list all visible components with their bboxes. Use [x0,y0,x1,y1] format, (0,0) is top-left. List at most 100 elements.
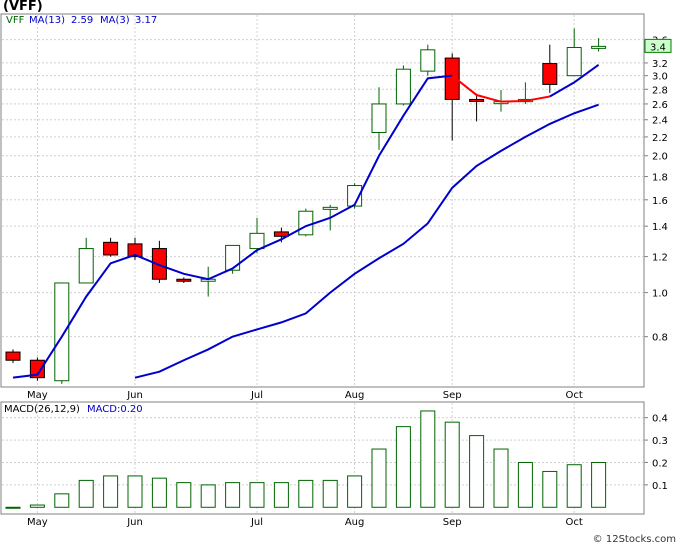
candle [542,44,558,93]
macd-bar [273,482,289,508]
macd-panel-frame [0,401,645,515]
candles [5,28,607,384]
macd-bar [322,479,338,508]
candle [591,38,607,52]
candle-body [176,278,192,282]
macd-x-axis: May Jun Jul Aug Sep Oct [27,517,583,528]
candle [566,28,582,77]
price-y-tick-label: 1.4 [652,222,668,233]
last-price-box [644,38,672,53]
candle [151,240,167,283]
price-y-tick-label: 2.2 [652,133,668,144]
candle-body [591,45,607,49]
macd-x-tick-label: Oct [566,517,583,528]
price-y-tick-label: 1.6 [652,196,668,207]
macd-x-tick-label: Sep [443,517,462,528]
price-y-tick-label: 2.6 [652,100,668,111]
price-x-axis: May Jun Jul Aug Sep Oct [27,390,583,401]
macd-bar [151,477,167,508]
ma3-recent-segment [451,74,550,103]
price-y-tick-label: 2.0 [652,152,668,163]
price-y-tick-label: 2.4 [652,116,668,127]
candle [420,44,436,76]
macd-bar [78,479,94,508]
candle-body [420,49,436,72]
macd-bar [371,448,387,508]
candle-body [395,68,411,105]
candle [127,237,143,260]
last-price-marker: 3.4 [644,38,672,53]
price-x-tick-label: Aug [345,390,365,401]
candle-body [371,103,387,133]
macd-bar [395,426,411,508]
price-y-tick-label: 3.2 [652,59,668,70]
macd-bar [200,484,216,508]
price-x-tick-label: Oct [566,390,583,401]
candle [54,282,70,384]
candle-body [322,206,338,210]
candle-body [469,98,485,102]
candle [5,349,21,364]
candle-body [542,63,558,85]
price-x-tick-label: Jul [250,390,263,401]
candle-body [298,210,314,236]
macd-y-axis: 0.1 0.2 0.3 0.4 [644,414,668,492]
candle [469,93,485,122]
candle-body [249,232,265,250]
candle-body [273,231,289,237]
macd-bar [347,475,363,508]
macd-bar [5,506,21,509]
candle [29,357,45,381]
macd-bar [103,475,119,508]
legend-ma3-value: 3.17 [135,15,157,26]
candle-body [225,244,241,271]
price-x-tick-label: May [27,390,48,401]
ma3-series-line-latest [549,63,600,98]
macd-x-tick-label: Aug [345,517,365,528]
macd-y-tick-label: 0.4 [652,414,668,425]
price-legend: VFF MA(13) 2.59 MA(3) 3.17 [6,15,157,26]
macd-bar [420,410,436,508]
ma3-series-line [12,74,453,379]
candle-body [151,248,167,280]
macd-legend-label: MACD(26,12,9) [4,404,80,415]
price-y-tick-label: 1.2 [652,253,668,264]
candle [103,237,119,257]
macd-bar [298,479,314,508]
macd-bar [444,421,460,508]
legend-ma13-value: 2.59 [71,15,93,26]
candle-body [78,248,94,284]
candle-body [347,185,363,207]
macd-bar [54,493,70,508]
candle [78,237,94,284]
watermark: © 12Stocks.com [592,534,676,545]
macd-y-tick-label: 0.3 [652,436,668,447]
legend-ma13-label: MA(13) [29,15,65,26]
macd-x-tick-label: May [27,517,48,528]
price-x-tick-label: Jun [126,390,143,401]
candle [395,65,411,106]
macd-bar [225,482,241,508]
macd-bar [517,461,533,508]
candle [249,217,265,254]
candle-body [5,351,21,361]
candle-body [103,241,119,256]
price-panel-frame [0,13,645,388]
chart-title: (VFF) [3,0,43,14]
candle-body [566,47,582,77]
candle [176,277,192,283]
price-y-tick-label: 0.8 [652,333,668,344]
last-price-label: 3.4 [650,42,666,53]
macd-x-tick-label: Jul [250,517,263,528]
macd-bar [249,482,265,508]
candle-body [127,243,143,258]
macd-bar [176,482,192,508]
macd-legend: MACD(26,12,9) MACD:0.20 [4,404,143,415]
candle-body [444,57,460,100]
price-y-axis: 0.8 1.0 1.2 1.4 1.6 1.8 2.0 2.2 2.4 2.6 2.8 3.0 3.2 3… [644,36,668,344]
macd-bar [566,464,582,508]
candle [371,87,387,150]
macd-bar [493,448,509,508]
candle [444,53,460,141]
